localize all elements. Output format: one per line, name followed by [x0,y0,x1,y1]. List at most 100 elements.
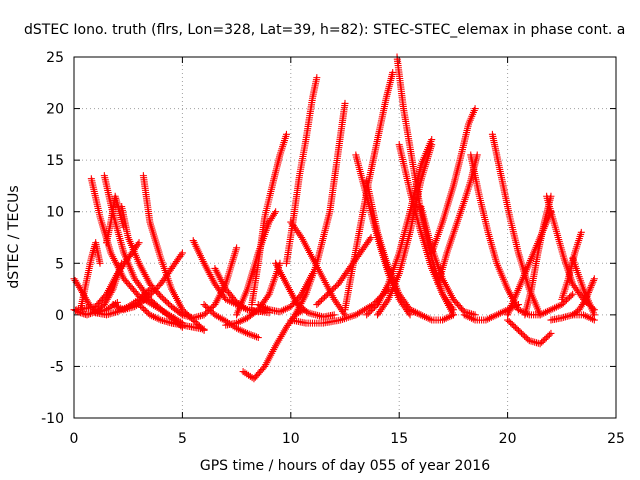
x-axis-label: GPS time / hours of day 055 of year 2016 [200,458,490,474]
data-series-arc [248,130,290,309]
data-point [141,306,149,314]
x-tick-label: 5 [178,431,187,447]
data-series-arc [393,53,457,319]
data-point [161,297,169,305]
data-point [145,292,153,300]
data-point [313,74,321,82]
data-point [152,285,160,293]
data-point [296,232,304,240]
data-point [202,309,210,317]
data-point [146,291,154,299]
data-point [330,311,338,319]
data-point [158,294,166,302]
data-point [282,130,290,138]
data-point [589,278,597,286]
data-point [505,317,513,325]
data-point [135,239,143,247]
data-point [143,308,151,316]
data-point [367,234,375,241]
y-axis-label: dSTEC / TECUs [6,185,22,288]
data-point [321,293,329,301]
data-point [538,338,546,346]
data-point [471,105,479,113]
data-point [143,294,151,302]
data-series-arc [77,239,104,314]
data-point [369,305,377,313]
data-point [205,305,213,313]
data-point [590,275,598,283]
data-point [85,310,93,318]
y-tick-label: -5 [50,359,64,375]
data-point [317,296,325,304]
x-tick-label: 15 [390,431,408,447]
chart-title: dSTEC Iono. truth (flrs, Lon=328, Lat=39… [24,22,625,38]
data-point [519,331,527,339]
data-point [511,323,519,331]
data-point [331,283,339,291]
data-series-arc [488,130,544,319]
data-point [208,308,216,316]
data-point [319,295,327,303]
data-point [271,209,279,217]
data-point [285,320,293,328]
data-point [328,286,336,294]
data-series-arc [109,249,186,314]
data-series-arc [504,316,555,348]
data-point [284,321,292,329]
data-point [508,320,516,328]
data-series-arc [417,203,479,319]
data-point [364,309,372,317]
data-point [518,329,526,337]
data-point [542,334,550,342]
data-point [206,306,214,314]
data-point [154,283,162,291]
data-point [536,340,544,348]
data-series-arc [558,228,585,303]
data-point [341,99,349,107]
data-point [544,332,552,340]
data-point [151,286,159,294]
y-tick-label: 15 [46,153,64,169]
data-series-arc [514,290,577,319]
data-point [233,244,241,252]
x-tick-label: 10 [282,431,300,447]
data-series-arc [135,301,208,333]
data-point [138,303,146,311]
grid [74,57,616,418]
data-point [564,295,572,303]
y-tick-label: 20 [46,102,64,118]
data-point [428,141,436,149]
data-point [366,235,374,243]
data-point [370,303,378,311]
data-point [272,208,280,216]
data-point [163,298,171,306]
data-point [448,304,456,312]
data-series-arc [374,141,436,319]
data-point [577,228,585,236]
data-series-arc [428,105,479,257]
data-point [327,287,335,295]
data-point [177,251,185,259]
data-points [70,53,598,383]
data-point [510,322,518,330]
y-tick-label: 10 [46,205,64,221]
data-point [155,291,163,299]
data-point [340,309,348,317]
data-point [203,303,211,311]
data-point [473,151,481,159]
y-tick-label: 0 [55,308,64,324]
data-point [200,311,208,319]
data-point [522,334,530,342]
data-point [282,323,290,331]
data-point [366,308,374,316]
data-point [559,299,567,307]
data-point [137,302,145,310]
data-point [149,288,157,296]
data-series-arc [434,151,481,288]
data-series-arc [406,306,457,324]
data-point [135,301,143,309]
data-point [389,68,397,76]
data-point [569,290,577,298]
data-series-arc [313,234,375,309]
data-point [324,290,332,298]
